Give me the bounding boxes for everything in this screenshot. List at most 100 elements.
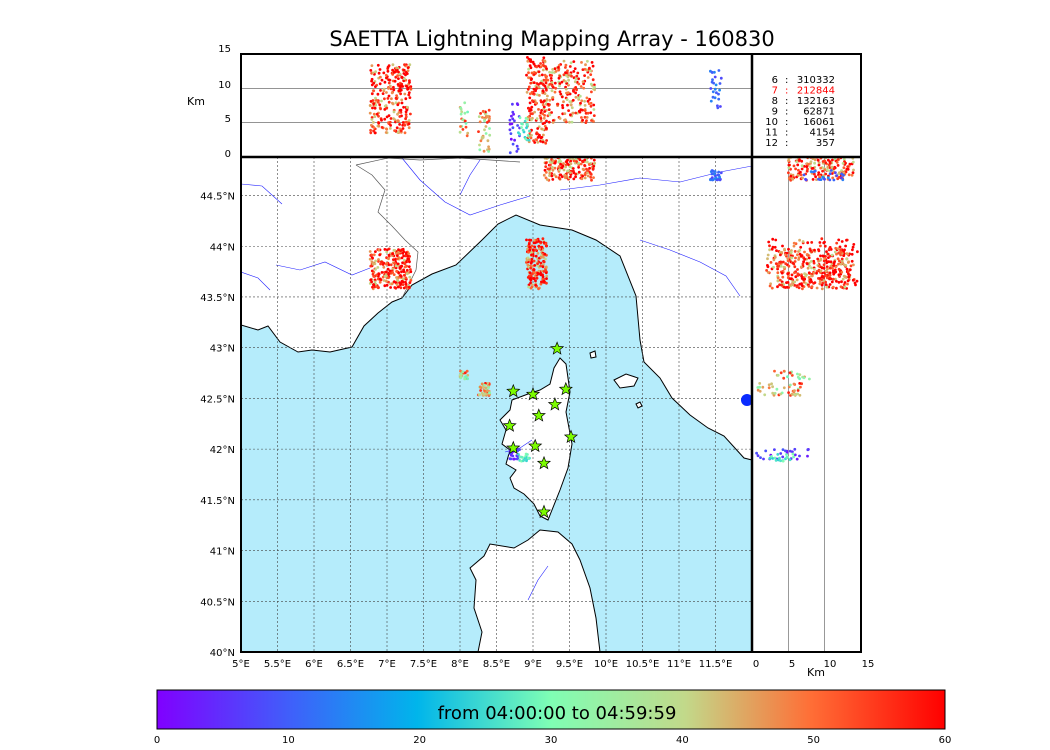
source-point xyxy=(798,238,801,242)
source-point xyxy=(573,67,577,70)
source-point xyxy=(817,177,820,181)
source-point xyxy=(581,80,585,84)
source-point xyxy=(766,253,770,257)
source-point xyxy=(558,84,561,88)
source-point xyxy=(796,268,799,271)
source-point xyxy=(398,266,402,270)
source-point xyxy=(370,123,373,127)
source-point xyxy=(553,67,557,71)
source-point xyxy=(588,97,591,101)
source-point xyxy=(587,163,591,166)
source-point xyxy=(370,253,374,257)
source-point xyxy=(548,171,552,175)
source-point xyxy=(511,110,515,114)
source-point xyxy=(387,78,390,82)
source-point xyxy=(841,178,845,182)
source-point xyxy=(466,377,469,381)
source-point xyxy=(380,99,383,103)
source-point xyxy=(839,285,843,289)
source-point xyxy=(840,240,844,243)
source-point xyxy=(401,121,405,124)
source-point xyxy=(539,271,542,275)
source-point xyxy=(396,119,400,122)
source-point xyxy=(540,127,544,131)
source-point xyxy=(713,170,717,173)
source-point xyxy=(399,108,403,112)
source-point xyxy=(543,252,547,256)
lat-tick: 40.5°N xyxy=(200,597,235,608)
source-point xyxy=(529,266,533,270)
source-point xyxy=(529,286,533,290)
source-point xyxy=(368,104,372,107)
source-point xyxy=(820,287,824,291)
source-point xyxy=(589,175,593,179)
source-point xyxy=(782,285,786,289)
source-point xyxy=(786,257,790,260)
source-point xyxy=(370,77,374,81)
source-point xyxy=(373,115,377,118)
lon-tick: 5.5°E xyxy=(264,659,291,670)
source-point xyxy=(815,286,819,290)
source-point xyxy=(512,112,515,116)
source-point xyxy=(526,276,530,279)
source-point xyxy=(400,279,404,283)
source-point xyxy=(838,245,842,249)
source-point xyxy=(583,109,587,112)
source-point xyxy=(539,117,543,120)
source-point xyxy=(776,271,780,275)
source-point xyxy=(388,120,392,124)
source-point xyxy=(390,282,394,286)
source-point xyxy=(541,89,545,93)
source-point xyxy=(461,118,465,121)
source-point xyxy=(398,115,402,118)
source-point xyxy=(408,260,411,264)
source-point xyxy=(758,389,762,393)
source-point xyxy=(800,274,803,278)
source-point xyxy=(558,74,562,78)
source-point xyxy=(558,168,561,172)
lon-tick: 8.5°E xyxy=(483,659,510,670)
source-point xyxy=(845,257,849,261)
source-point xyxy=(833,250,837,254)
source-point xyxy=(572,60,576,63)
source-point xyxy=(461,370,465,374)
source-point xyxy=(773,255,777,259)
source-point xyxy=(799,385,802,389)
source-point xyxy=(557,165,561,168)
stats-row-count: 16061 xyxy=(803,117,835,128)
source-point xyxy=(817,249,821,253)
source-point xyxy=(481,136,485,139)
source-point xyxy=(404,117,407,121)
source-point xyxy=(530,118,533,122)
source-point xyxy=(393,261,396,265)
source-point xyxy=(806,241,810,245)
source-point xyxy=(838,259,841,263)
source-point xyxy=(404,113,408,116)
source-point xyxy=(403,273,406,277)
station-star xyxy=(558,381,573,396)
station-star xyxy=(550,341,565,355)
source-point xyxy=(401,127,405,130)
source-point xyxy=(545,281,548,285)
source-point xyxy=(583,74,586,77)
source-point xyxy=(779,459,782,463)
source-point xyxy=(369,278,373,282)
source-point xyxy=(781,448,785,451)
source-point xyxy=(806,266,810,270)
source-point xyxy=(822,266,826,270)
source-point xyxy=(791,452,795,456)
source-point xyxy=(577,161,580,165)
source-point xyxy=(535,65,539,69)
source-point xyxy=(458,373,462,377)
source-point xyxy=(384,131,388,134)
source-point xyxy=(409,268,412,271)
source-point xyxy=(709,99,713,103)
source-point xyxy=(530,133,533,137)
source-point xyxy=(842,274,846,278)
lon-tick: 9°E xyxy=(524,659,542,670)
source-point xyxy=(534,283,537,287)
source-point xyxy=(562,100,565,104)
source-point xyxy=(798,382,802,385)
source-point xyxy=(591,78,595,82)
source-point xyxy=(805,262,809,266)
